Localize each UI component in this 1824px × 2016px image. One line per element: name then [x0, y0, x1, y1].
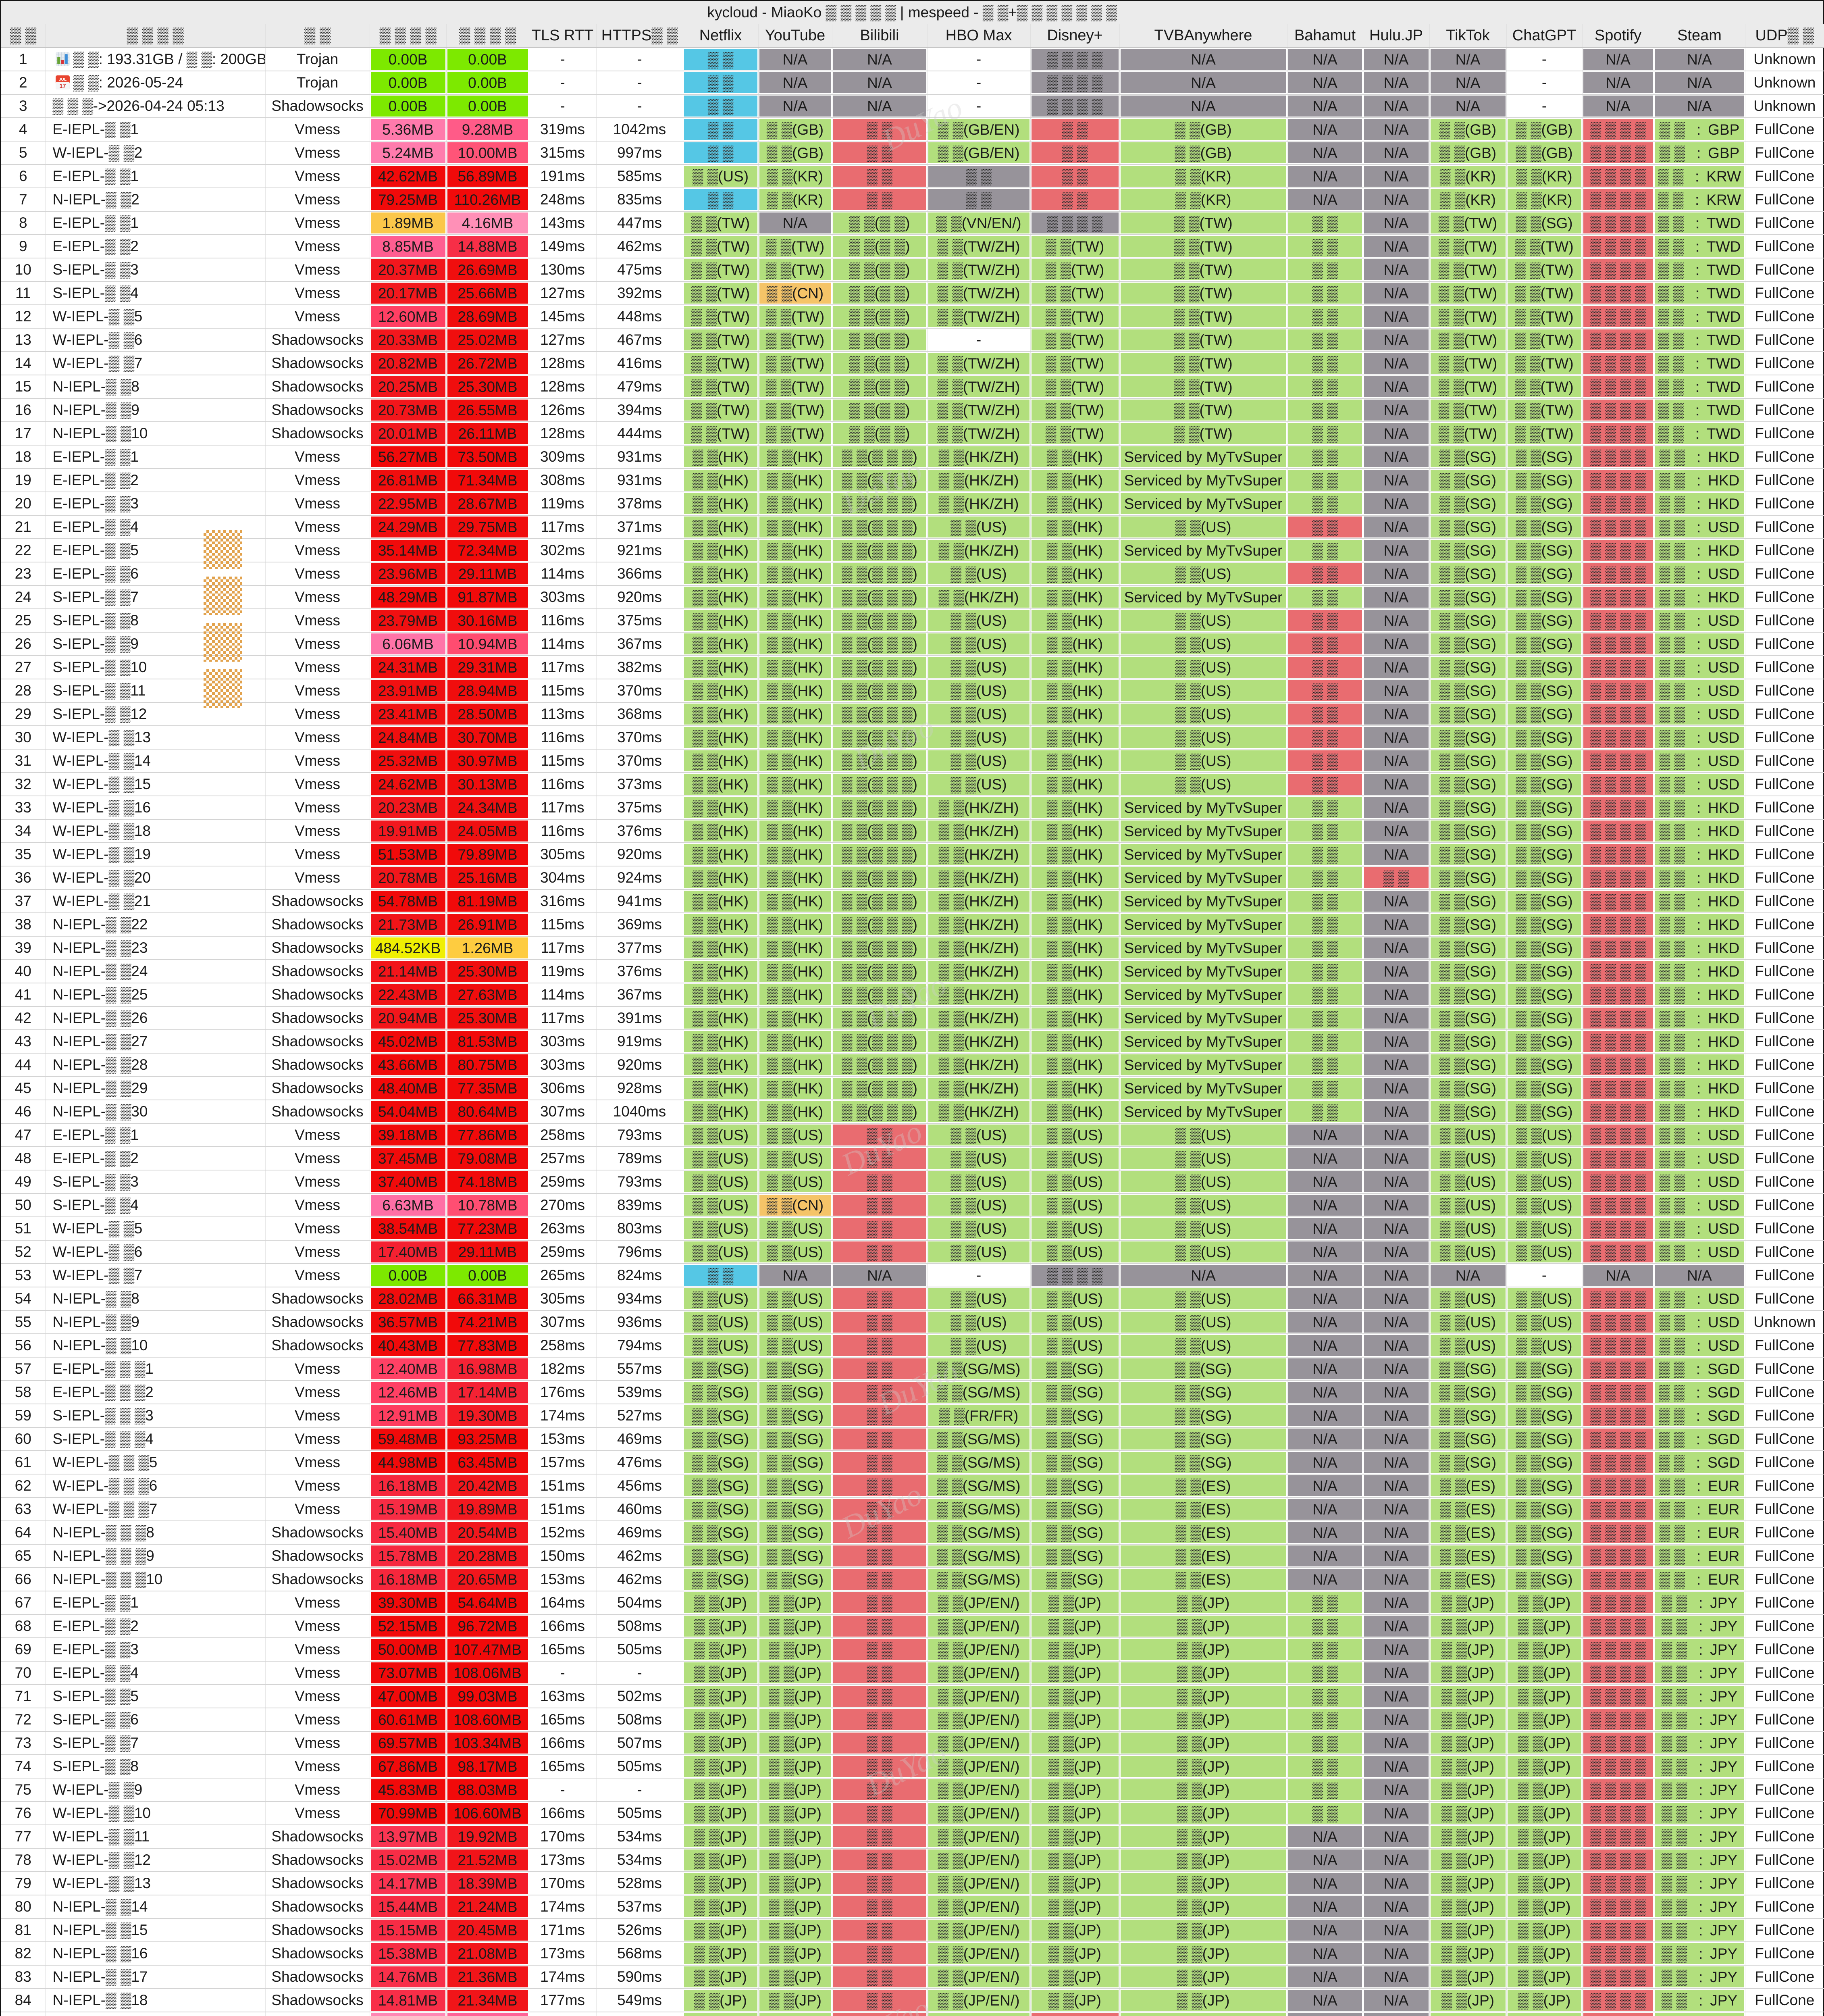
svg-text:17: 17: [59, 83, 66, 90]
svg-text:JUL: JUL: [58, 77, 66, 82]
